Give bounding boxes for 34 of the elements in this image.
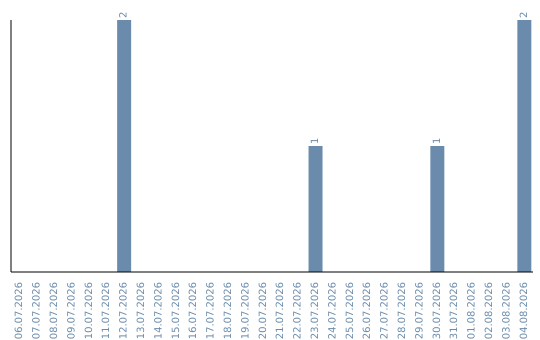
x-tick-label: 26.07.2026 — [362, 282, 374, 340]
x-tick-label: 10.07.2026 — [84, 282, 95, 340]
x-tick-label: 23.07.2026 — [310, 282, 321, 340]
x-tick-label: 13.07.2026 — [136, 282, 147, 340]
data-label: 2 — [518, 12, 530, 18]
x-tick-label: 06.07.2026 — [14, 282, 26, 340]
x-tick-label: 14.07.2026 — [153, 282, 164, 340]
x-tick-label: 31.07.2026 — [449, 282, 460, 340]
x-tick-label: 21.07.2026 — [275, 282, 286, 340]
x-tick-label: 29.07.2026 — [414, 282, 426, 340]
x-tick-label: 11.07.2026 — [101, 282, 112, 340]
x-tick-label: 28.07.2026 — [397, 282, 408, 340]
x-tick-label: 24.07.2026 — [327, 282, 338, 340]
x-tick-label: 02.08.2026 — [484, 282, 495, 340]
x-tick-label: 17.07.2026 — [206, 282, 217, 340]
x-tick-label: 08.07.2026 — [49, 282, 60, 340]
x-tick-label: 03.08.2026 — [501, 282, 512, 340]
x-tick-label: 12.07.2026 — [118, 282, 130, 340]
data-label: 2 — [118, 12, 130, 18]
x-tick-label: 20.07.2026 — [258, 282, 269, 340]
x-tick-label: 30.07.2026 — [432, 282, 443, 340]
x-tick-label: 15.07.2026 — [170, 282, 182, 340]
x-tick-label: 19.07.2026 — [240, 282, 252, 340]
x-tick-label: 27.07.2026 — [380, 282, 391, 340]
x-tick-label: 09.07.2026 — [66, 282, 78, 340]
x-tick-label: 16.07.2026 — [188, 282, 200, 340]
data-label: 1 — [310, 138, 322, 144]
x-tick-label: 22.07.2026 — [292, 282, 304, 340]
x-tick-label: 18.07.2026 — [223, 282, 234, 340]
x-tick-label: 25.07.2026 — [344, 282, 356, 340]
x-tick-label: 07.07.2026 — [32, 282, 43, 340]
x-tick-label: 04.08.2026 — [518, 282, 530, 340]
data-label: 1 — [432, 138, 443, 144]
x-tick-label: 01.08.2026 — [466, 282, 478, 340]
